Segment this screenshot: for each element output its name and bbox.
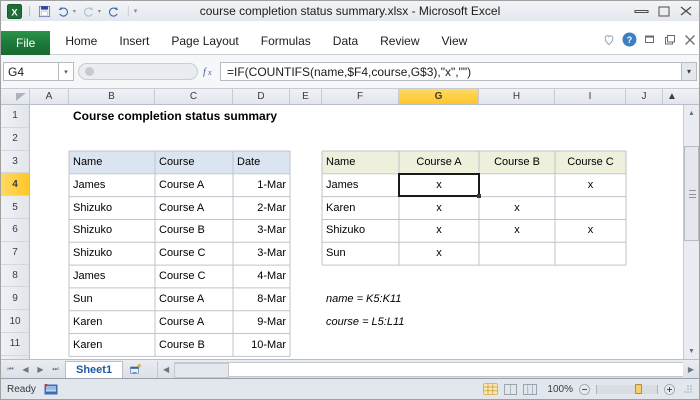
svg-text:?: ?: [627, 35, 633, 45]
svg-text:f: f: [203, 67, 207, 77]
svg-text:x: x: [207, 68, 212, 77]
svg-text:X: X: [11, 7, 18, 17]
